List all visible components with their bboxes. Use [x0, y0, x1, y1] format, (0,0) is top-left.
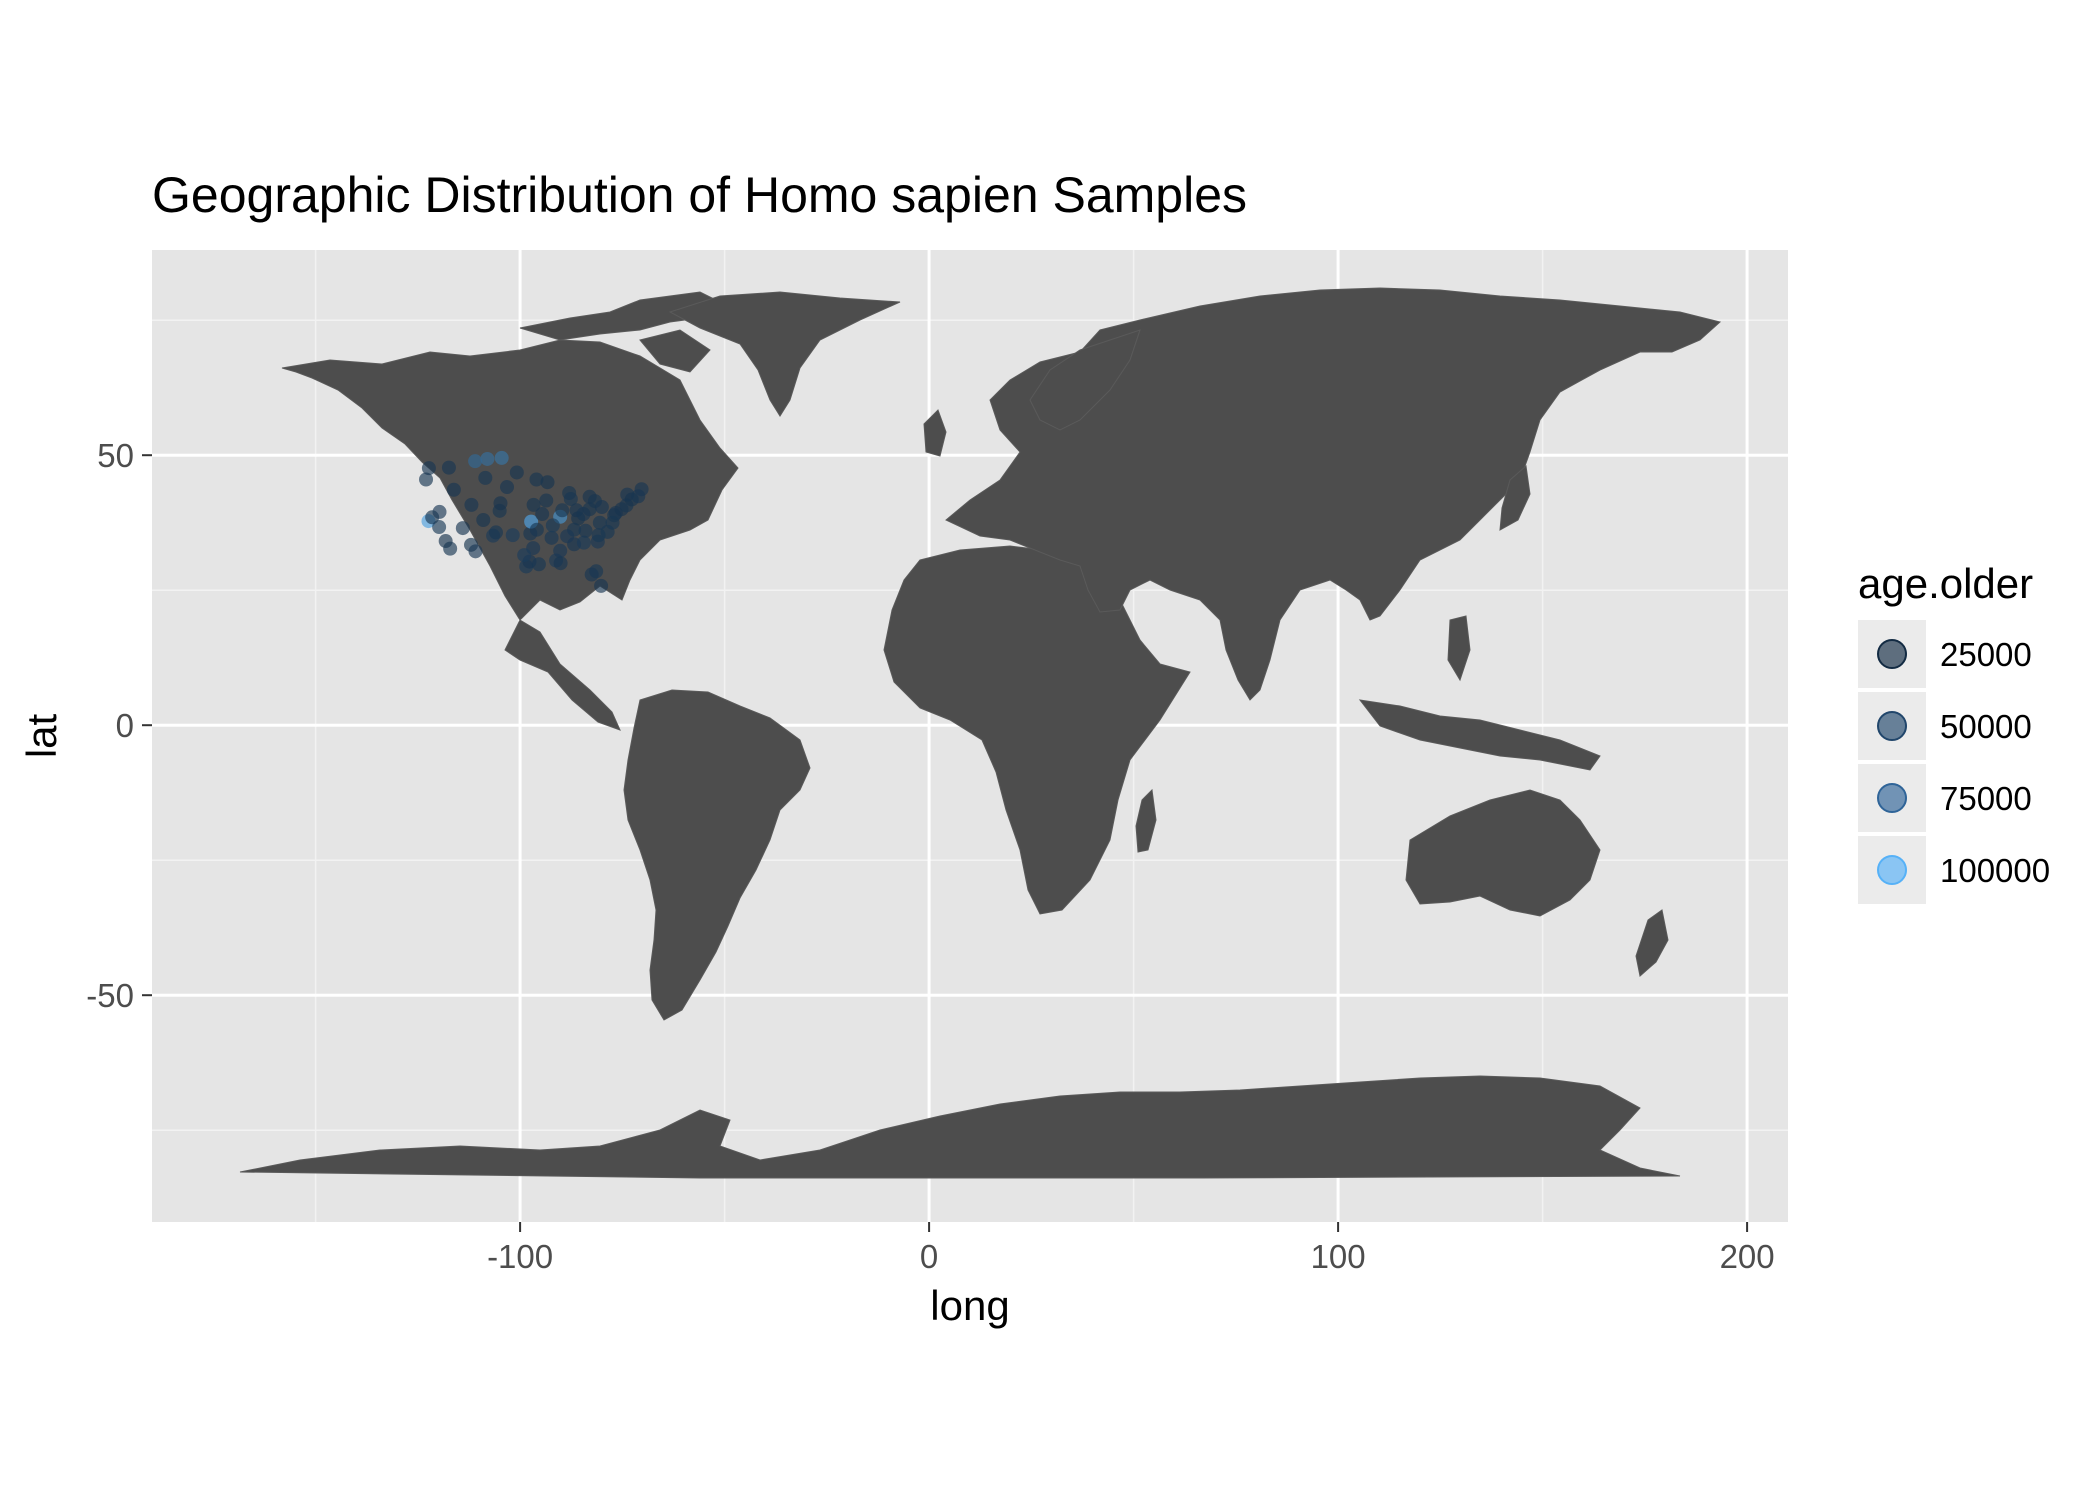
legend-label: 25000 — [1940, 636, 2032, 673]
sample-points — [419, 450, 649, 593]
sample-point — [555, 503, 570, 518]
sample-point — [594, 578, 609, 593]
japan-shape — [1499, 465, 1531, 531]
legend-key-swatch — [1877, 711, 1907, 741]
eurasia-shape — [945, 287, 1722, 701]
sample-point — [634, 482, 649, 497]
sample-point — [468, 544, 483, 559]
sample-point — [480, 451, 495, 466]
sample-point — [446, 482, 461, 497]
sample-point — [540, 475, 555, 490]
sample-point — [535, 507, 550, 522]
legend-key-swatch — [1877, 639, 1907, 669]
sample-point — [419, 472, 434, 487]
y-axis-title: lat — [18, 713, 65, 758]
sample-point — [526, 497, 541, 512]
sample-point — [560, 529, 575, 544]
sample-point — [545, 518, 560, 533]
x-tick-label: 0 — [920, 1238, 938, 1275]
sample-point — [592, 515, 607, 530]
madagascar-shape — [1135, 788, 1157, 853]
sample-point — [493, 496, 508, 511]
sample-point — [553, 543, 568, 558]
south-america-shape — [623, 689, 811, 1021]
sample-point — [432, 520, 447, 535]
sample-point — [464, 497, 479, 512]
x-tick-label: 100 — [1311, 1238, 1366, 1275]
sample-point — [563, 491, 578, 506]
sample-point — [478, 470, 493, 485]
indonesia-shape — [1358, 699, 1601, 771]
sample-point — [443, 541, 458, 556]
x-tick-label: 200 — [1720, 1238, 1775, 1275]
sample-point — [594, 500, 609, 515]
y-tick-label: 0 — [116, 707, 134, 744]
sample-point — [476, 513, 491, 527]
scandinavia-shape — [1029, 329, 1141, 431]
legend-label: 75000 — [1940, 780, 2032, 817]
sample-point — [455, 521, 470, 536]
sample-point — [539, 493, 554, 508]
x-axis-title: long — [930, 1282, 1009, 1329]
legend-key-swatch — [1877, 783, 1907, 813]
legend-title: age.older — [1858, 560, 2033, 607]
x-tick-label: -100 — [487, 1238, 553, 1275]
australia-shape — [1405, 789, 1601, 917]
sample-point — [544, 530, 559, 545]
sample-point — [500, 480, 515, 495]
y-tick-label: -50 — [86, 977, 134, 1014]
sample-point — [531, 557, 546, 572]
greenland-shape — [668, 291, 901, 417]
antarctica-shape — [239, 1075, 1681, 1179]
new-zealand-shape — [1635, 909, 1669, 977]
legend: 25000 50000 75000 100000 — [1858, 620, 2050, 904]
sample-point — [505, 528, 520, 543]
baffin-island-shape — [639, 329, 711, 373]
sample-point — [441, 460, 456, 475]
sample-point — [578, 523, 593, 538]
y-axis: 50 0 -50 — [86, 437, 152, 1014]
sample-point — [576, 535, 591, 550]
sample-point — [432, 504, 447, 519]
sample-point — [488, 525, 503, 540]
sample-point — [529, 472, 544, 487]
britain-shape — [923, 409, 947, 457]
x-axis: -100 0 100 200 — [487, 1222, 1775, 1275]
sample-point — [589, 564, 604, 579]
legend-label: 50000 — [1940, 708, 2032, 745]
sample-point — [421, 461, 436, 476]
legend-key-swatch — [1877, 855, 1907, 885]
sample-point — [509, 465, 524, 480]
y-tick-label: 50 — [97, 437, 134, 474]
sample-point — [517, 548, 532, 563]
chart-title: Geographic Distribution of Homo sapien S… — [152, 167, 1247, 223]
sample-point — [529, 522, 544, 537]
sample-point — [553, 556, 568, 571]
philippines-shape — [1447, 615, 1471, 682]
legend-label: 100000 — [1940, 852, 2050, 889]
sample-point — [494, 450, 509, 465]
sample-point — [468, 454, 483, 469]
